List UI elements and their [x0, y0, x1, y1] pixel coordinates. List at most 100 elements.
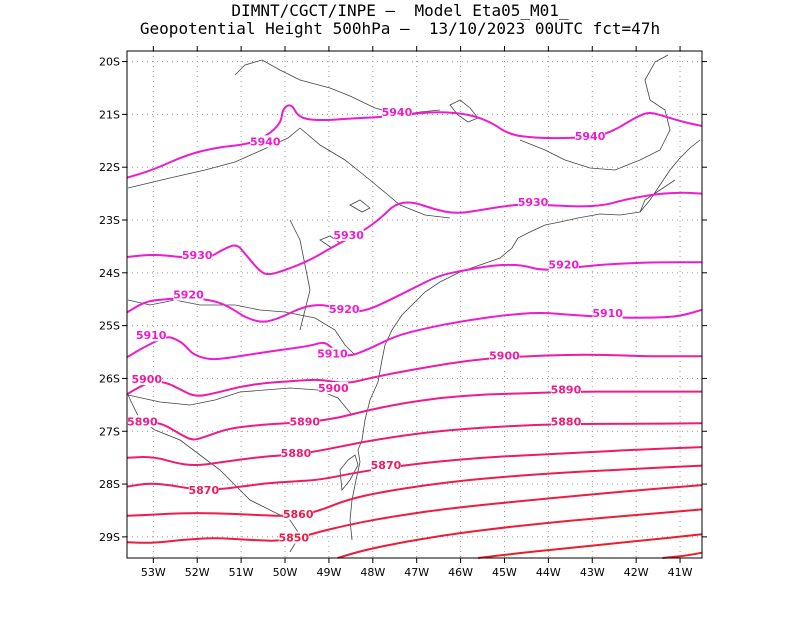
lon-tick-label: 50W: [273, 566, 298, 579]
contour-label-bg: [575, 130, 606, 143]
contour-labels: 5940 5940 5940 5930 5930 5930 5920 5920 5920 5910…: [127, 105, 623, 545]
contour-label: 5910: [592, 307, 623, 320]
contour-label: 5930: [333, 229, 364, 242]
contour-label: 5940: [250, 135, 281, 148]
lat-tick-label: 27S: [99, 425, 120, 438]
map-frame: [126, 50, 703, 559]
contour-label-bg: [250, 135, 281, 148]
lon-tick-label: 52W: [185, 566, 210, 579]
contour-label-bg: [518, 196, 549, 209]
lon-tick-label: 47W: [404, 566, 429, 579]
contour-label-bg: [278, 531, 309, 544]
contour-label-bg: [283, 507, 314, 520]
grid-lines: [127, 51, 702, 558]
contour-label: 5870: [189, 484, 220, 497]
lake-furnas: [449, 99, 479, 123]
lon-tick-label: 43W: [580, 566, 605, 579]
contour-label-bg: [489, 349, 520, 362]
title-line-2: Geopotential Height 500hPa – 13/10/2023 …: [139, 19, 661, 38]
contour-label-bg: [136, 329, 167, 342]
contour-label-bg: [333, 228, 364, 241]
contour-5840: [337, 508, 703, 559]
contour-5940: [126, 104, 703, 179]
contour-label: 5940: [575, 130, 606, 143]
contour-label-bg: [548, 258, 579, 271]
contour-label: 5940: [382, 106, 413, 119]
border-sp-pr-inland: [299, 127, 451, 219]
contour-5870: [126, 446, 703, 491]
lat-tick-label: 20S: [99, 56, 120, 69]
lon-tick-label: 48W: [360, 566, 385, 579]
contour-label: 5920: [548, 258, 579, 271]
lon-tick-label: 42W: [624, 566, 649, 579]
lat-tick-label: 26S: [99, 372, 120, 385]
contour-label: 5930: [182, 249, 213, 262]
lagoa-dos-patos: [339, 454, 359, 492]
contour-label-bg: [318, 382, 349, 395]
contour-5830: [477, 533, 703, 559]
contour-5850: [126, 484, 703, 544]
reservoir-1: [349, 199, 371, 213]
border-mg-rj: [519, 54, 671, 171]
contour-label-bg: [329, 302, 360, 315]
contour-label-bg: [127, 415, 158, 428]
state-border-pr-sp: [127, 127, 301, 189]
contour-label: 5890: [551, 384, 582, 397]
border-pr-ms: [289, 219, 311, 331]
contour-label: 5880: [551, 415, 582, 428]
map-title: DIMNT/CGCT/INPE – Model Eta05_M01_ Geopo…: [0, 2, 800, 38]
contour-label-bg: [131, 373, 162, 386]
contour-label-bg: [289, 415, 320, 428]
contour-label: 5900: [131, 373, 162, 386]
lat-tick-label: 23S: [99, 214, 120, 227]
contour-label-bg: [182, 248, 213, 261]
contour-label-bg: [381, 105, 412, 118]
contour-label-bg: [550, 383, 581, 396]
contour-5820: [662, 551, 703, 559]
contour-label-bg: [550, 415, 581, 428]
longitude-ticks: 53W 52W 51W 50W 49W 48W 47W 46W 45W 44W 43W 42W 41W: [141, 46, 693, 579]
contour-label-bg: [280, 447, 311, 460]
contour-5900: [126, 353, 702, 397]
contour-label: 5930: [518, 196, 549, 209]
lat-tick-label: 22S: [99, 161, 120, 174]
contour-label: 5910: [317, 348, 348, 361]
contour-label: 5920: [329, 303, 360, 316]
contour-label: 5910: [136, 329, 167, 342]
contour-5910: [126, 308, 703, 361]
latitude-ticks: 20S 21S 22S 23S 24S 25S 26S 27S 28S 29S: [99, 56, 707, 544]
contour-label: 5920: [173, 289, 204, 302]
contour-5890: [126, 390, 702, 441]
contour-label-bg: [173, 288, 204, 301]
contour-label-bg: [370, 459, 401, 472]
lat-tick-label: 29S: [99, 531, 120, 544]
lon-tick-label: 45W: [492, 566, 517, 579]
contour-label: 5890: [289, 415, 320, 428]
state-border-pr-sc: [127, 299, 356, 356]
country-border-west: [127, 394, 301, 553]
contour-label: 5860: [283, 508, 314, 521]
contour-label-bg: [592, 307, 623, 320]
contour-5860: [126, 464, 703, 517]
contour-label: 5870: [371, 459, 402, 472]
lon-tick-label: 44W: [536, 566, 561, 579]
contour-label: 5880: [281, 447, 312, 460]
title-line-1: DIMNT/CGCT/INPE – Model Eta05_M01_: [231, 1, 569, 20]
lat-tick-label: 28S: [99, 478, 120, 491]
contour-label: 5900: [489, 349, 520, 362]
lat-tick-label: 24S: [99, 267, 120, 280]
contour-label-bg: [317, 347, 348, 360]
lon-tick-label: 53W: [141, 566, 166, 579]
contour-label-bg: [188, 483, 219, 496]
lon-tick-label: 46W: [448, 566, 473, 579]
contour-label: 5850: [278, 532, 309, 545]
lon-tick-label: 51W: [229, 566, 254, 579]
lon-tick-label: 41W: [668, 566, 693, 579]
lat-tick-label: 25S: [99, 320, 120, 333]
contour-5930: [126, 191, 703, 276]
lon-tick-label: 49W: [316, 566, 341, 579]
contour-label: 5900: [318, 382, 349, 395]
contour-label: 5890: [127, 415, 158, 428]
lat-tick-label: 21S: [99, 108, 120, 121]
